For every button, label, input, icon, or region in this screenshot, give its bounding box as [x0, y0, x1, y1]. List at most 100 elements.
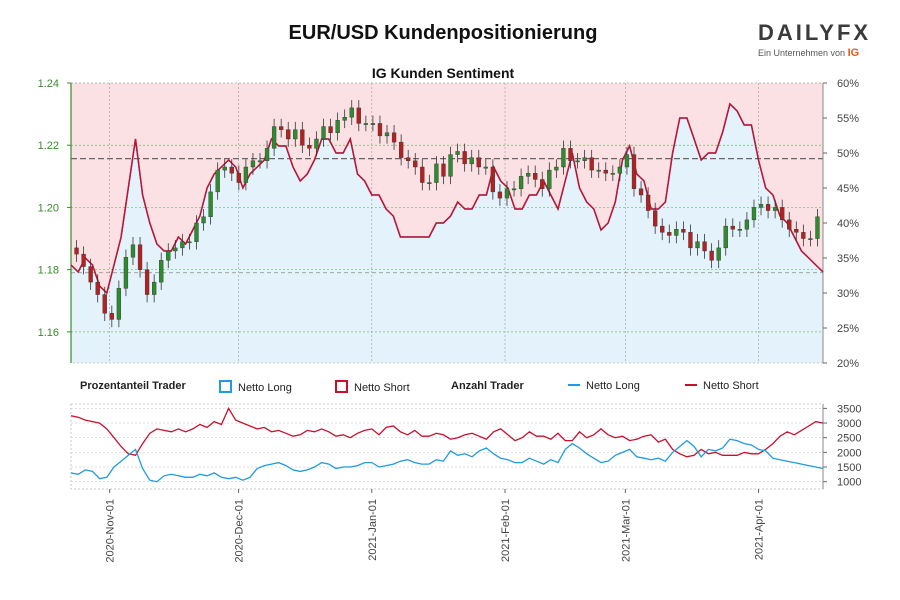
- candle-body: [638, 188, 644, 196]
- candle-body: [116, 288, 122, 320]
- candle-body: [420, 166, 425, 183]
- x-tick-label: 2021-Feb-01: [500, 499, 512, 562]
- left-tick-label: 1.20: [38, 202, 59, 214]
- candle-body: [540, 179, 545, 189]
- candle-body: [363, 123, 368, 125]
- candle-body: [469, 157, 474, 165]
- right-tick-label: 60%: [837, 78, 859, 90]
- candle-body: [286, 129, 291, 140]
- candle-body: [229, 166, 234, 174]
- candle-body: [180, 241, 185, 249]
- legend: Prozentanteil Trader Netto Long Netto Sh…: [0, 380, 900, 396]
- candle-body: [518, 176, 524, 189]
- legend-label-pct-long: Netto Long: [238, 382, 292, 394]
- candle-body: [455, 151, 460, 155]
- candle-body: [151, 281, 157, 295]
- legend-item-count-short: Netto Short: [685, 380, 759, 392]
- candle-body: [300, 129, 305, 146]
- candle-body: [504, 188, 510, 199]
- candle-body: [243, 166, 249, 183]
- candle-body: [772, 207, 778, 211]
- candle-body: [751, 207, 757, 221]
- candle-body: [250, 160, 256, 168]
- legend-item-count-long: Netto Long: [568, 380, 640, 392]
- left-tick-label: 1.22: [38, 140, 59, 152]
- candle-body: [617, 166, 623, 174]
- candle-body: [575, 160, 580, 163]
- candle-body: [490, 166, 496, 193]
- netto-long-count-line: [70, 438, 824, 483]
- logo-ig: IG: [847, 47, 860, 59]
- candle-body: [716, 247, 721, 261]
- right-tick-label: 45%: [837, 183, 859, 195]
- candle-body: [95, 281, 100, 295]
- candle-body: [427, 182, 432, 184]
- bottom-panel-frame: [70, 403, 824, 490]
- candle-body: [413, 160, 418, 168]
- candle-body: [166, 250, 171, 261]
- candle-body: [674, 229, 679, 236]
- candle-body: [794, 229, 799, 233]
- candle-body: [102, 294, 107, 314]
- dailyfx-logo: DAILYFX Ein Unternehmen von IG: [758, 22, 868, 60]
- candle-body: [589, 157, 594, 171]
- candle-body: [631, 154, 637, 189]
- candle-body: [801, 232, 806, 239]
- candle-body: [74, 247, 79, 255]
- left-tick-label: 1.16: [38, 327, 59, 339]
- candle-body: [554, 166, 559, 171]
- x-tick-label: 2021-Mar-01: [620, 499, 632, 562]
- right-tick-label: 35%: [837, 253, 859, 265]
- logo-wordmark: DAILYFX: [758, 22, 868, 44]
- legend-item-pct-short: Netto Short: [335, 380, 410, 394]
- candle-body: [765, 204, 771, 211]
- logo-suffix: FX: [836, 20, 872, 45]
- candle-body: [744, 219, 750, 230]
- legend-swatch-short-line: [685, 384, 697, 386]
- candle-body: [187, 241, 192, 244]
- candle-body: [730, 225, 735, 230]
- candle-body: [384, 132, 390, 137]
- candle-body: [88, 266, 93, 283]
- candle-body: [335, 120, 340, 133]
- candle-body: [137, 244, 143, 270]
- x-tick-label: 2020-Nov-01: [105, 499, 117, 563]
- legend-group-count: Anzahl Trader: [451, 380, 524, 392]
- candle-body: [109, 313, 114, 320]
- candle-body: [264, 148, 270, 161]
- candle-body: [398, 141, 404, 158]
- candle-body: [624, 154, 630, 168]
- candle-body: [511, 188, 517, 191]
- candle-body: [526, 173, 531, 177]
- count-tick-label: 2500: [837, 433, 861, 445]
- candle-body: [215, 169, 220, 193]
- logo-tagline: Ein Unternehmen von IG: [758, 47, 868, 59]
- candle-body: [695, 241, 700, 249]
- candle-body: [667, 232, 672, 236]
- candle-body: [653, 210, 658, 227]
- candle-body: [723, 225, 728, 249]
- candle-body: [533, 173, 538, 180]
- legend-label-count-short: Netto Short: [703, 380, 759, 392]
- candle-body: [815, 216, 820, 239]
- x-tick-label: 2021-Apr-01: [754, 499, 766, 560]
- legend-swatch-long-line: [568, 384, 580, 386]
- candle-body: [787, 219, 792, 230]
- candle-body: [391, 132, 397, 143]
- candle-body: [568, 148, 573, 161]
- candle-body: [582, 157, 587, 161]
- count-tick-label: 2000: [837, 447, 861, 459]
- candle-body: [681, 229, 686, 233]
- candle-body: [406, 157, 411, 161]
- right-tick-label: 50%: [837, 148, 859, 160]
- candle-body: [257, 160, 263, 163]
- count-tick-label: 1500: [837, 462, 861, 474]
- candle-body: [596, 169, 601, 172]
- candle-body: [780, 207, 785, 221]
- legend-label-count-long: Netto Long: [586, 380, 640, 392]
- candle-body: [208, 191, 213, 217]
- candle-body: [293, 129, 298, 140]
- candle-body: [144, 269, 150, 295]
